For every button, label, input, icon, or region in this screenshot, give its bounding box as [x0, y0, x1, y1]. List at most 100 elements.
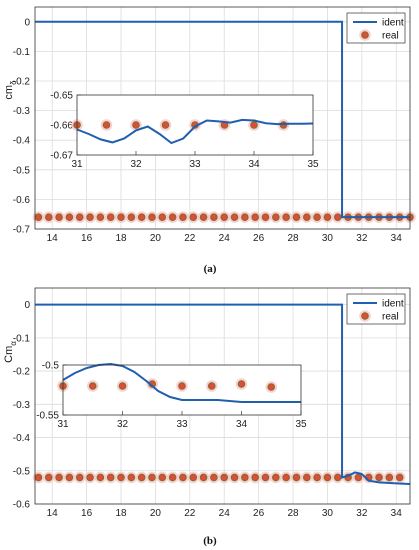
inset-x-tick-label: 31 [71, 159, 83, 170]
real-point-dot [230, 473, 239, 482]
y-tick-label: -0.6 [13, 500, 31, 511]
real-point [383, 471, 396, 484]
x-tick-label: 24 [219, 508, 231, 519]
real-point-dot [261, 473, 270, 482]
inset-real-point [116, 380, 129, 392]
x-tick-label: 20 [150, 233, 162, 244]
inset-frame [76, 94, 314, 156]
legend: ident real [346, 12, 406, 44]
real-point-dot [55, 473, 63, 482]
real-point-dot [75, 213, 84, 221]
real-point [32, 211, 45, 223]
real-point-dot [272, 213, 280, 221]
real-point-dot [189, 473, 198, 482]
inset-real-point [265, 381, 278, 393]
real-point-dot [86, 213, 94, 221]
x-tick-label: 32 [356, 233, 368, 244]
x-tick-label: 30 [322, 233, 334, 244]
real-point [311, 211, 323, 223]
real-point-dot [34, 473, 43, 482]
real-point [280, 211, 292, 223]
real-point [197, 211, 210, 223]
real-point-dot [127, 213, 136, 221]
real-point-dot [179, 473, 187, 482]
real-point [53, 471, 65, 484]
real-point [393, 471, 406, 484]
real-point-dot [44, 473, 53, 482]
real-point [104, 211, 117, 223]
real-point-dot [230, 213, 239, 221]
legend-real-swatch [359, 310, 371, 322]
real-point [311, 471, 323, 484]
y-tick-label: 0 [24, 17, 30, 28]
real-point-dot [220, 213, 229, 221]
legend-real-swatch-dot [361, 31, 369, 39]
inset-y-tick-label: -0.5 [42, 361, 60, 372]
real-point-dot [292, 213, 301, 221]
real-point-dot [55, 213, 63, 221]
inset-x-tick-label: 35 [307, 159, 319, 170]
panel-b-cm-alpha: 0 -0.1 -0.2 -0.3 -0.4 -0.5 -0.6 14 16 18 20 22 24 26 2… [3, 287, 411, 547]
inset-x-tick-label: 33 [189, 159, 201, 170]
x-tick-label: 34 [391, 508, 403, 519]
real-point [42, 471, 55, 484]
real-point-dot [106, 213, 115, 221]
y-tick-label: -0.2 [13, 367, 31, 378]
real-point [156, 211, 169, 223]
real-point-dot [148, 473, 156, 482]
panel-caption: (b) [203, 535, 217, 547]
real-point-dot [189, 213, 198, 221]
real-point-dot [302, 213, 311, 221]
real-point [239, 471, 251, 484]
inset-real-point-dot [207, 382, 216, 390]
real-point [218, 211, 231, 223]
real-point [259, 471, 272, 484]
real-point [300, 471, 313, 484]
legend-real-swatch [359, 29, 371, 41]
panel-caption-text: (a) [204, 263, 217, 275]
inset-real-point [100, 119, 113, 131]
real-point [290, 211, 303, 223]
real-point-dot [323, 473, 332, 482]
real-point [146, 471, 158, 484]
real-point [63, 211, 76, 223]
legend-ident-label: ident [382, 299, 404, 310]
real-point [218, 471, 231, 484]
real-point-dot [199, 213, 208, 221]
real-point [146, 211, 158, 223]
real-point-dot [354, 473, 363, 482]
inset-frame [62, 364, 302, 416]
real-point-dot [96, 213, 105, 221]
y-tick-label: -0.4 [13, 136, 31, 147]
real-point [259, 211, 272, 223]
inset-x-tick-label: 35 [295, 419, 307, 430]
real-point-dot [168, 213, 177, 221]
real-point-dot [44, 213, 53, 221]
real-point-dot [65, 213, 74, 221]
real-point [125, 211, 138, 223]
real-point [115, 471, 127, 484]
y-tick-label: -0.3 [13, 106, 31, 117]
real-point [73, 211, 86, 223]
inset-real-point [235, 378, 248, 390]
real-point [84, 471, 96, 484]
inset-real-point-dot [237, 380, 246, 388]
x-tick-label: 26 [253, 508, 265, 519]
inset-x-tick-label: 34 [248, 159, 260, 170]
plot-frame [34, 287, 411, 505]
real-point-dot [251, 213, 259, 221]
x-tick-label: 30 [322, 508, 334, 519]
y-tick-label: -0.1 [13, 47, 31, 58]
real-point-dot [210, 473, 218, 482]
inset-x-tick-label: 31 [57, 419, 69, 430]
real-point-dot [302, 473, 311, 482]
y-tick-label: -0.5 [13, 165, 31, 176]
real-point-dot [106, 473, 115, 482]
x-tick-label: 22 [184, 233, 196, 244]
real-point-dot [158, 213, 167, 221]
real-point-dot [117, 473, 125, 482]
x-tick-label: 32 [356, 508, 368, 519]
real-point-dot [313, 473, 321, 482]
